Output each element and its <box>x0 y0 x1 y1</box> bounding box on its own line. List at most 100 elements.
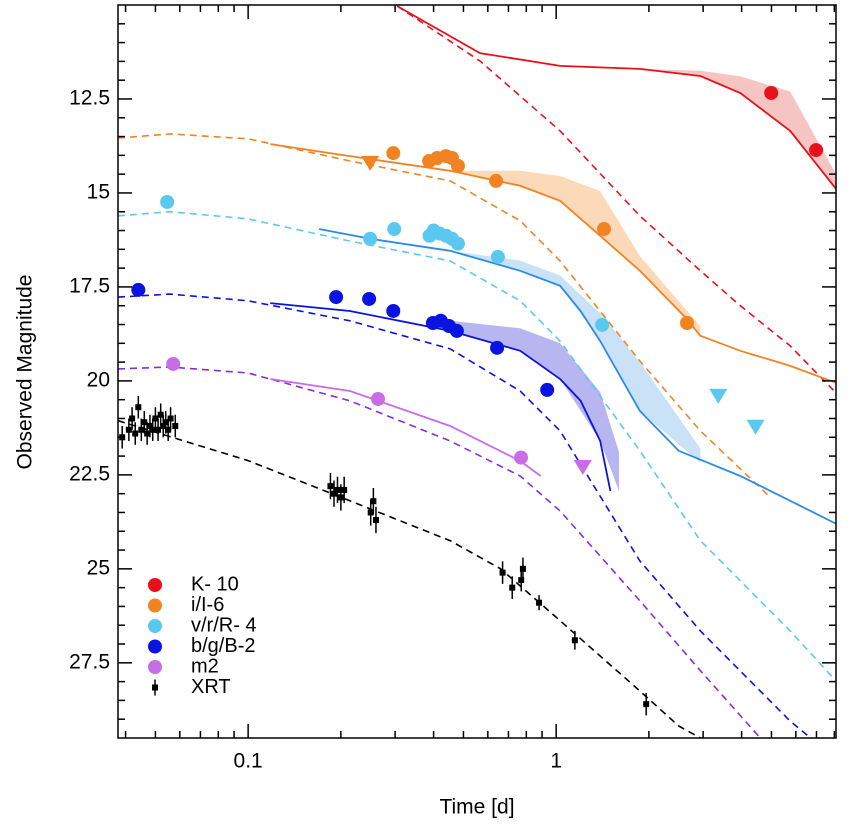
data-point <box>490 249 505 264</box>
x-tick-label: 0.1 <box>234 750 263 773</box>
legend-label: i/I-6 <box>191 594 224 616</box>
legend-marker <box>148 639 162 654</box>
data-point <box>519 565 526 572</box>
data-point <box>518 577 525 584</box>
data-point <box>571 637 578 644</box>
y-tick-label: 27.5 <box>69 650 110 673</box>
data-point <box>331 490 338 497</box>
model-band <box>450 170 701 336</box>
data-point <box>595 317 610 332</box>
data-point <box>370 498 377 505</box>
data-point <box>167 415 174 422</box>
legend-marker <box>148 660 162 674</box>
data-point <box>160 423 167 430</box>
model-line <box>396 5 836 190</box>
legend-label: XRT <box>191 676 231 698</box>
data-point <box>337 494 344 501</box>
data-point <box>141 419 148 426</box>
data-point <box>125 426 132 433</box>
y-tick-label: 25 <box>87 556 110 579</box>
model-dashed-line <box>118 366 761 738</box>
data-point <box>160 194 175 209</box>
data-point <box>490 340 505 355</box>
model-line <box>270 302 612 492</box>
legend-label: m2 <box>191 655 219 677</box>
upper-limit <box>746 419 765 435</box>
data-point <box>386 146 401 161</box>
data-point <box>764 85 779 100</box>
data-point <box>680 316 695 331</box>
legend-label: b/g/B-2 <box>191 635 255 657</box>
data-point <box>499 569 506 576</box>
x-axis-label: Time [d] <box>439 796 514 819</box>
model-line <box>270 143 836 384</box>
model-band <box>639 68 836 189</box>
y-tick-label: 12.5 <box>69 87 110 110</box>
data-point <box>138 426 145 433</box>
data-point <box>172 423 179 430</box>
model-band <box>450 320 620 492</box>
data-point <box>450 158 465 173</box>
y-axis-label: Observed Magnitude <box>14 275 37 470</box>
model-dashed-line <box>118 293 812 738</box>
data-point <box>166 356 181 371</box>
data-point <box>450 236 465 251</box>
data-point <box>157 411 164 418</box>
data-point <box>327 483 334 490</box>
data-point <box>146 423 153 430</box>
data-point <box>387 222 402 237</box>
upper-limit <box>573 459 592 475</box>
data-point <box>135 404 142 411</box>
y-tick-label: 17.5 <box>69 274 110 297</box>
data-point <box>509 584 516 591</box>
data-point <box>597 222 612 237</box>
data-point <box>129 415 136 422</box>
data-point <box>489 173 504 188</box>
data-point <box>514 450 529 465</box>
data-point <box>386 303 401 318</box>
plot-area <box>118 5 836 738</box>
data-point <box>540 382 555 397</box>
model-dashed-line <box>118 419 701 738</box>
legend-label: K- 10 <box>191 573 239 595</box>
data-point <box>372 516 379 523</box>
legend-label: v/r/R- 4 <box>191 614 257 636</box>
x-tick-label: 1 <box>550 750 562 773</box>
data-point <box>155 426 162 433</box>
data-point <box>334 486 341 493</box>
data-point <box>367 509 374 516</box>
legend-marker <box>148 578 162 592</box>
data-point <box>144 430 151 437</box>
model-line <box>270 378 542 477</box>
data-point <box>363 231 378 246</box>
legend-marker <box>148 598 162 613</box>
data-point <box>149 426 156 433</box>
legend-marker <box>148 619 162 633</box>
legend-marker <box>152 684 158 691</box>
data-point <box>341 486 348 493</box>
data-point <box>165 426 172 433</box>
data-point <box>643 701 650 708</box>
model-dashed-line <box>118 133 770 497</box>
upper-limit <box>709 388 728 404</box>
data-point <box>809 143 824 158</box>
data-point <box>536 599 543 606</box>
data-point <box>362 291 377 306</box>
model-band <box>450 250 701 463</box>
model-line <box>318 228 836 525</box>
y-tick-label: 15 <box>87 180 110 203</box>
y-tick-label: 22.5 <box>69 462 110 485</box>
data-point <box>449 323 464 338</box>
model-dashed-line <box>396 5 836 394</box>
data-point <box>162 419 169 426</box>
data-point <box>152 415 159 422</box>
upper-limit <box>361 155 380 171</box>
data-point <box>131 282 146 297</box>
y-tick-label: 20 <box>87 368 110 391</box>
model-dashed-line <box>118 210 836 682</box>
data-point <box>329 290 344 305</box>
axes-frame <box>117 4 837 739</box>
data-point <box>371 391 386 406</box>
data-point <box>132 430 139 437</box>
